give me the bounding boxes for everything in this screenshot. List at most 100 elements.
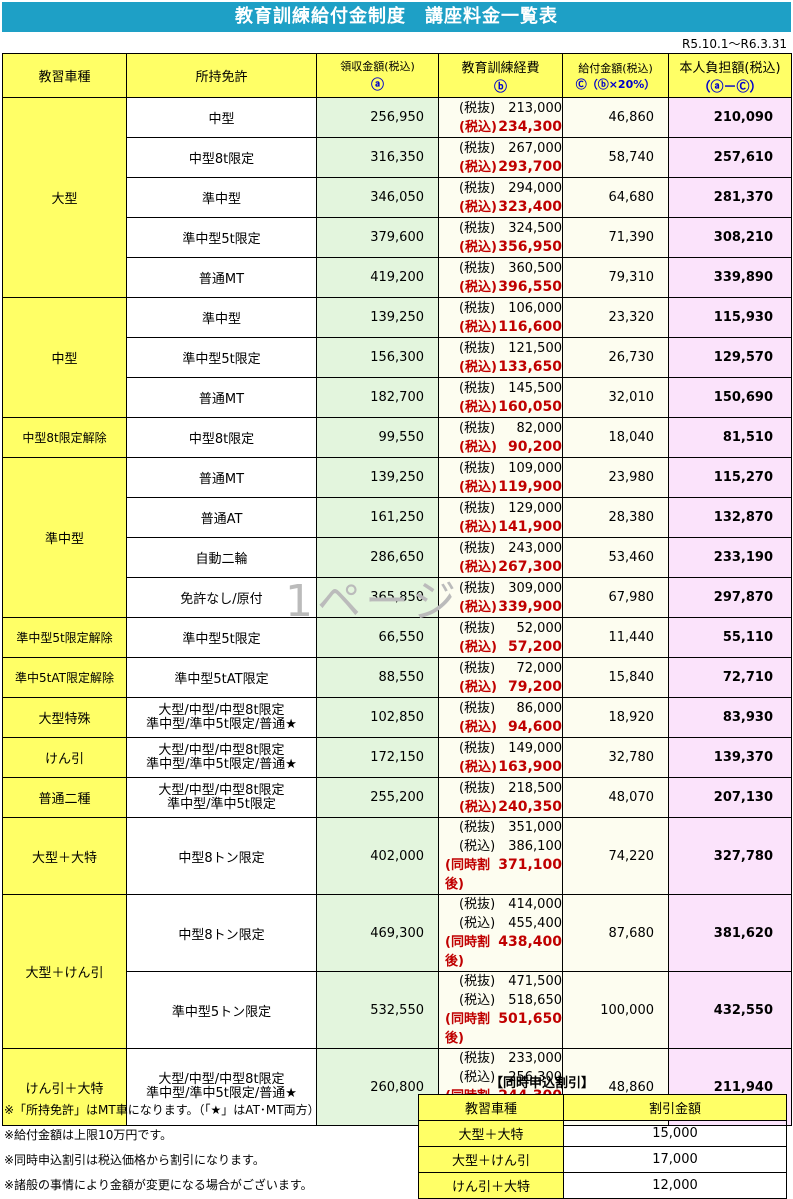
table-row: 普通MT 419,200 (税抜) 360,500 (税込) 396,550 79,310 3… (3, 257, 792, 298)
expense-in-value: 518,650 (508, 993, 562, 1008)
expense-ex-value: 267,000 (508, 140, 562, 156)
benefit-amount: 58,740 (562, 137, 669, 178)
expense-disc-value: 438,400 (498, 934, 562, 950)
note-item: ※「所持免許」はMT車になります。（「★」はAT･MT両方） (4, 1103, 320, 1117)
expense-in-label: (税込) (459, 679, 497, 695)
expense-disc-row: (同時割後) 438,400 (445, 933, 562, 971)
expense-in-value: 94,600 (507, 718, 562, 735)
expense-cell: (税抜) 324,500 (税込) 356,950 (438, 217, 563, 258)
expense-ex-row: (税抜) 106,000 (459, 299, 562, 318)
expense-in-row: (税込) 57,200 (459, 638, 562, 657)
expense-ex-row: (税抜) 218,500 (459, 779, 562, 798)
license-cell: 準中型 (126, 177, 317, 218)
expense-ex-value: 471,500 (508, 974, 562, 989)
category-cell: 大型特殊 (2, 697, 127, 738)
own-burden-amount: 207,130 (668, 777, 792, 818)
expense-cell: (税抜) 52,000 (税込) 57,200 (438, 617, 563, 658)
expense-ex-value: 233,000 (508, 1051, 562, 1066)
benefit-amount: 79,310 (562, 257, 669, 298)
note-item: ※同時申込割引は税込価格から割引になります。 (4, 1153, 265, 1167)
expense-ex-label: (税抜) (459, 700, 496, 716)
category-cell: けん引 (2, 737, 127, 778)
benefit-amount: 74,220 (562, 817, 669, 895)
expense-in-label: (税込) (459, 159, 497, 175)
expense-in-label: (税込) (459, 519, 497, 535)
expense-in-row: (税込) 339,900 (459, 598, 562, 617)
table-row: 中型 準中型 139,250 (税抜) 106,000 (税込) 116,600 23,320… (2, 297, 792, 418)
discount-amount: 15,000 (563, 1120, 787, 1147)
category-cell: 準中型5t限定解除 (2, 617, 127, 658)
expense-in-label: (税込) (459, 319, 497, 335)
category-cell: 大型＋けん引 (2, 894, 127, 1049)
table-row: 普通二種 大型/中型/中型8t限定 準中型/準中5t限定 255,200 (税抜) 218… (2, 777, 792, 818)
table-row: 大型特殊 大型/中型/中型8t限定 準中型/準中5t限定/普通★ 102,850 (税抜… (2, 697, 792, 738)
own-burden-amount: 81,510 (668, 417, 792, 458)
own-burden-amount: 233,190 (668, 537, 792, 578)
expense-disc-value: 501,650 (498, 1011, 562, 1027)
received-amount: 532,550 (316, 971, 439, 1049)
received-amount: 402,000 (316, 817, 439, 895)
expense-cell: (税抜) 243,000 (税込) 267,300 (438, 537, 563, 578)
expense-in-value: 119,900 (498, 478, 562, 495)
expense-cell: (税抜) 129,000 (税込) 141,900 (438, 497, 563, 538)
expense-in-value: 163,900 (498, 758, 562, 775)
category-cell: 大型 (2, 97, 127, 298)
expense-in-row: (税込) 133,650 (459, 358, 562, 377)
expense-in-value: 240,350 (498, 798, 562, 815)
table-row: 大型＋けん引 中型8トン限定 469,300 (税抜) 414,000 (税込) 455,4… (2, 894, 792, 1049)
expense-ex-label: (税抜) (459, 340, 496, 356)
header-received: 領収金額(税込) ⓐ (316, 53, 439, 98)
expense-in-label: (税込) (459, 799, 497, 815)
license-cell: 中型8t限定 (126, 137, 317, 178)
benefit-amount: 26,730 (562, 337, 669, 378)
license-cell: 準中型5tAT限定 (126, 657, 317, 698)
expense-in-value: 116,600 (498, 318, 562, 335)
license-line: 準中型/準中5t限定 (167, 796, 276, 812)
expense-cell: (税抜) 72,000 (税込) 79,200 (438, 657, 563, 698)
expense-in-value: 267,300 (498, 558, 562, 575)
discount-amount: 17,000 (563, 1146, 787, 1173)
expense-ex-label: (税抜) (459, 220, 496, 236)
received-amount: 255,200 (316, 777, 439, 818)
expense-ex-label: (税抜) (459, 740, 496, 756)
expense-in-value: 141,900 (498, 518, 562, 535)
benefit-amount: 32,780 (562, 737, 669, 778)
expense-in-value: 396,550 (498, 278, 562, 295)
expense-ex-row: (税抜) 149,000 (459, 739, 562, 758)
expense-in-label: (税込) (459, 239, 497, 255)
expense-disc-label: (同時割後) (445, 935, 490, 969)
expense-in-label: (税込) (459, 399, 497, 415)
expense-ex-row: (税抜) 121,500 (459, 339, 562, 358)
expense-ex-row: (税抜) 86,000 (459, 699, 562, 718)
expense-in-row: (税込) 293,700 (459, 158, 562, 177)
expense-cell: (税抜) 218,500 (税込) 240,350 (438, 777, 563, 818)
expense-in-label: (税込) (459, 639, 497, 655)
table-row: 準中型 普通MT 139,250 (税抜) 109,000 (税込) 119,900 23,9… (2, 457, 792, 618)
expense-ex-value: 72,000 (516, 660, 563, 676)
expense-in-row: (税込) 116,600 (459, 318, 562, 337)
table-row: 準中型5t限定解除 準中型5t限定 66,550 (税抜) 52,000 (税込) 57,2… (2, 617, 792, 658)
table-row: 準中型5トン限定 532,550 (税抜) 471,500 (税込) 518,650 (同時… (3, 971, 792, 1049)
expense-ex-row: (税抜) 294,000 (459, 179, 562, 198)
expense-ex-value: 213,000 (508, 100, 562, 116)
expense-ex-row: (税抜) 351,000 (459, 818, 562, 837)
table-row: 大型 中型 256,950 (税抜) 213,000 (税込) 234,300 46,860 2… (2, 97, 792, 298)
expense-in-value: 339,900 (498, 598, 562, 615)
expense-ex-label: (税抜) (459, 580, 496, 596)
license-line: 大型/中型/中型8t限定 (158, 742, 285, 758)
discount-amount: 12,000 (563, 1172, 787, 1199)
expense-in-label: (税込) (459, 916, 496, 931)
expense-ex-row: (税抜) 213,000 (459, 99, 562, 118)
expense-in-value: 323,400 (498, 198, 562, 215)
expense-ex-label: (税抜) (459, 460, 496, 476)
expense-cell: (税抜) 267,000 (税込) 293,700 (438, 137, 563, 178)
benefit-amount: 46,860 (562, 97, 669, 138)
benefit-amount: 23,320 (562, 297, 669, 338)
expense-disc-value: 371,100 (498, 857, 562, 873)
own-burden-amount: 129,570 (668, 337, 792, 378)
expense-ex-label: (税抜) (459, 300, 496, 316)
own-burden-amount: 308,210 (668, 217, 792, 258)
own-burden-amount: 115,270 (668, 457, 792, 498)
expense-ex-label: (税抜) (459, 180, 496, 196)
expense-cell: (税抜) 121,500 (税込) 133,650 (438, 337, 563, 378)
